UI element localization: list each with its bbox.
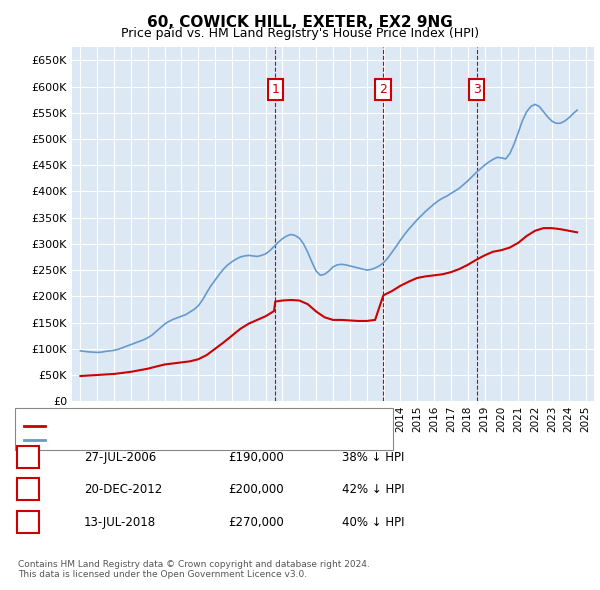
Text: 20-DEC-2012: 20-DEC-2012 (84, 483, 162, 496)
Text: 2: 2 (24, 483, 32, 496)
Text: Contains HM Land Registry data © Crown copyright and database right 2024.
This d: Contains HM Land Registry data © Crown c… (18, 560, 370, 579)
Text: 38% ↓ HPI: 38% ↓ HPI (342, 451, 404, 464)
Text: 27-JUL-2006: 27-JUL-2006 (84, 451, 156, 464)
Text: £270,000: £270,000 (228, 516, 284, 529)
Text: 1: 1 (24, 451, 32, 464)
Text: £200,000: £200,000 (228, 483, 284, 496)
Text: 2: 2 (379, 83, 387, 96)
Text: 60, COWICK HILL, EXETER, EX2 9NG: 60, COWICK HILL, EXETER, EX2 9NG (147, 15, 453, 30)
Text: 13-JUL-2018: 13-JUL-2018 (84, 516, 156, 529)
Text: 1: 1 (271, 83, 279, 96)
Text: £190,000: £190,000 (228, 451, 284, 464)
Text: 42% ↓ HPI: 42% ↓ HPI (342, 483, 404, 496)
Text: HPI: Average price, detached house, Exeter: HPI: Average price, detached house, Exet… (51, 435, 277, 444)
Text: 3: 3 (473, 83, 481, 96)
Text: 3: 3 (24, 516, 32, 529)
Text: 40% ↓ HPI: 40% ↓ HPI (342, 516, 404, 529)
Text: 60, COWICK HILL, EXETER, EX2 9NG (detached house): 60, COWICK HILL, EXETER, EX2 9NG (detach… (51, 421, 334, 431)
Text: Price paid vs. HM Land Registry's House Price Index (HPI): Price paid vs. HM Land Registry's House … (121, 27, 479, 40)
